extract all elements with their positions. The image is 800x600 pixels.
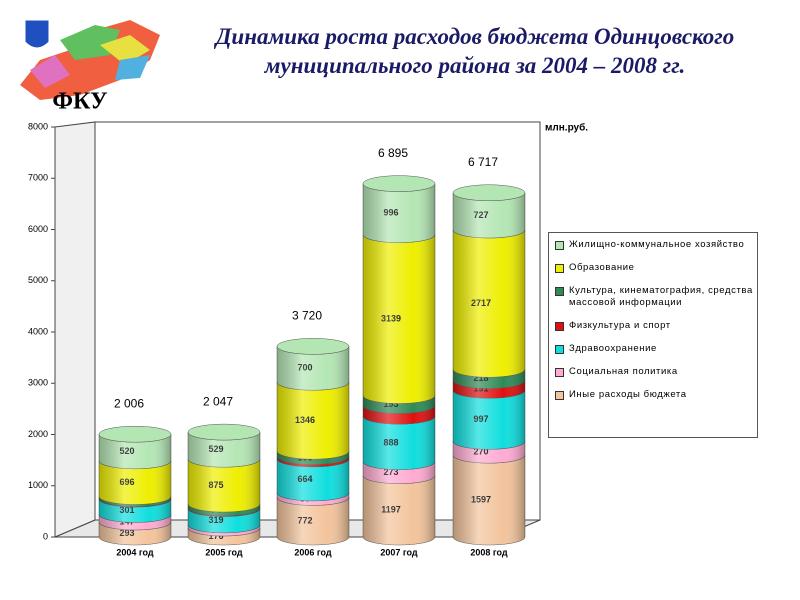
unit-label: млн.руб.	[545, 122, 588, 134]
data-label: 996	[383, 208, 398, 218]
y-tick-label: 1000	[28, 480, 48, 490]
y-tick-label: 6000	[28, 224, 48, 234]
legend-label: Физкультура и спорт	[569, 320, 671, 331]
legend-swatch	[555, 391, 564, 400]
legend-label: Образование	[569, 262, 635, 273]
data-label: 1597	[471, 494, 491, 504]
side-wall	[54, 121, 96, 538]
cylinder-top	[98, 425, 172, 443]
total-label: 6 895	[378, 146, 408, 160]
title: Динамика роста расходов бюджета Одинцовс…	[160, 22, 790, 80]
data-label: 772	[297, 516, 312, 526]
legend-item: Физкультура и спорт	[553, 320, 753, 332]
y-tick-label: 7000	[28, 173, 48, 183]
x-tick-label: 2006 год	[294, 547, 332, 557]
legend-item: Здравоохранение	[553, 343, 753, 355]
data-label: 664	[297, 474, 312, 484]
data-label: 888	[383, 437, 398, 447]
legend-label: Здравоохранение	[569, 343, 657, 354]
data-label: 696	[119, 477, 134, 487]
data-label: 2717	[471, 298, 491, 308]
legend-label: Жилищно-коммунальное хозяйство	[569, 239, 745, 250]
legend-item: Образование	[553, 262, 753, 274]
y-tick-label: 5000	[28, 275, 48, 285]
cylinder-top	[276, 338, 350, 355]
data-label: 997	[473, 414, 488, 424]
data-label: 520	[119, 446, 134, 456]
data-label: 529	[208, 444, 223, 454]
legend-label: Иные расходы бюджета	[569, 389, 687, 400]
legend-label: Культура, кинематография, средства массо…	[569, 285, 753, 308]
cylinder-top	[452, 184, 526, 202]
data-label: 727	[473, 210, 488, 220]
data-label: 1197	[381, 505, 401, 515]
legend-label: Социальная политика	[569, 366, 678, 377]
data-label: 1346	[295, 415, 315, 425]
total-label: 6 717	[468, 155, 498, 169]
x-tick-label: 2004 год	[116, 547, 154, 557]
total-label: 3 720	[292, 309, 322, 323]
legend-item: Иные расходы бюджета	[553, 389, 753, 401]
data-label: 875	[208, 480, 223, 490]
x-tick-label: 2005 год	[205, 547, 243, 557]
data-label: 700	[297, 363, 312, 373]
legend-swatch	[555, 241, 564, 250]
cylinder-top	[187, 423, 261, 441]
title-line: Динамика роста расходов бюджета Одинцовс…	[215, 24, 735, 49]
y-tick-label: 2000	[28, 429, 48, 439]
legend-swatch	[555, 368, 564, 377]
y-tick-label: 3000	[28, 378, 48, 388]
y-tick-label: 4000	[28, 326, 48, 336]
legend: Жилищно-коммунальное хозяйство Образовани…	[548, 232, 758, 438]
bar-segment	[452, 390, 526, 450]
legend-swatch	[555, 345, 564, 354]
x-tick-label: 2008 год	[470, 547, 508, 557]
total-label: 2 006	[114, 396, 144, 410]
legend-item: Культура, кинематография, средства массо…	[553, 285, 753, 309]
x-tick-label: 2007 год	[380, 547, 418, 557]
bar-segment	[362, 183, 436, 243]
y-tick-label: 8000	[28, 121, 48, 131]
title-line: муниципального района за 2004 – 2008 гг.	[264, 53, 686, 78]
legend-swatch	[555, 287, 564, 296]
legend-swatch	[555, 322, 564, 331]
logo-text: ФКУ	[52, 89, 108, 115]
legend-item: Жилищно-коммунальное хозяйство	[553, 239, 753, 251]
logo	[20, 19, 160, 100]
data-label: 3139	[381, 313, 401, 323]
legend-swatch	[555, 264, 564, 273]
cylinder-top	[362, 175, 436, 192]
total-label: 2 047	[203, 394, 233, 408]
y-tick-label: 0	[43, 531, 48, 541]
legend-item: Социальная политика	[553, 366, 753, 378]
